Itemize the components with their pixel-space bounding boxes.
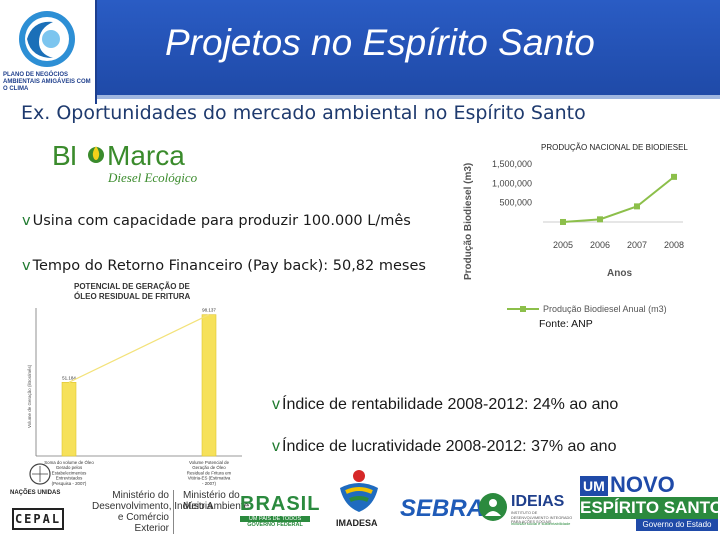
mdic-line: e Comércio Exterior (117, 512, 169, 534)
mma-logo: Ministério do Meio Ambiente (183, 490, 249, 512)
page-title: Projetos no Espírito Santo (165, 22, 595, 63)
logo-caption: PLANO DE NEGÓCIOS AMBIENTAIS AMIGÁVEIS C… (3, 72, 91, 92)
bullet-capacity: v Usina com capacidade para produzir 100.… (22, 213, 411, 229)
es-um: UM (580, 476, 608, 496)
brasil-word: BRASIL (240, 493, 321, 515)
legend-marker (520, 306, 526, 312)
es-name: ESPÍRITO SANTO (580, 497, 720, 519)
x-axis-label: Anos (607, 268, 632, 279)
mdic-line: Desenvolvimento, Indústria (92, 501, 213, 512)
biomarca-logo: BI Marca Diesel Ecológico (52, 140, 212, 190)
brasil-sub2: GOVERNO FEDERAL (247, 522, 303, 528)
ideias-word: IDEIAS (511, 493, 565, 510)
bar (61, 381, 77, 457)
series-line (562, 176, 675, 223)
ideias-tag: inclusão social e sustentabilidade (511, 521, 571, 526)
bullet-text: Índice de lucratividade 2008-2012: 37% a… (282, 438, 617, 455)
ideias-sub: INSTITUTO DE DESENVOLVIMENTO INTEGRADO P… (511, 511, 573, 524)
bullet-marker-icon: v (22, 213, 31, 229)
es-gov: Governo do Estado (636, 519, 718, 531)
bullet-text: Índice de rentabilidade 2008-2012: 24% a… (282, 396, 619, 413)
data-point (671, 173, 677, 180)
y-axis-label: Produção Biodiesel (m3) (463, 163, 474, 280)
category-label: Soma do volume de Óleo Gerado pelos Estabe… (44, 460, 94, 486)
biomarca-marca: Marca (107, 140, 185, 171)
biomarca-tagline: Diesel Ecológico (108, 170, 198, 185)
bullet-marker-icon: v (272, 396, 280, 413)
x-tick-label: 2006 (590, 240, 610, 250)
bar-chart: POTENCIAL DE GERAÇÃO DE ÓLEO RESIDUAL DE… (27, 282, 242, 486)
mma-line: Ministério do (183, 490, 240, 501)
globe-swirl-icon (19, 11, 75, 67)
line-chart-title: PRODUÇÃO NACIONAL DE BIODIESEL (541, 143, 688, 152)
x-tick-label: 2008 (664, 240, 684, 250)
subtitle: Ex. Oportunidades do mercado ambiental n… (21, 102, 586, 124)
chart-source: Fonte: ANP (539, 318, 593, 330)
mma-line: Meio Ambiente (183, 501, 250, 512)
brasil-logo: BRASIL UM PAÍS DE TODOS GOVERNO FEDERAL (240, 493, 320, 533)
bar-value-label: 98.137 (202, 308, 216, 313)
y-tick-label: 1,000,000 (492, 178, 532, 188)
es-novo: NOVO (610, 472, 675, 497)
bar-value-label: 51.184 (62, 375, 76, 380)
biomarca-bio: BI (52, 140, 77, 171)
ideias-icon (479, 493, 507, 521)
line-chart: 500,000 1,000,000 1,500,000 2005 2006 2007 20… (463, 159, 684, 314)
bullet-text: Usina com capacidade para produzir 100.0… (32, 213, 411, 229)
header-underline (97, 95, 720, 99)
bullet-lucratividade: v Índice de lucratividade 2008-2012: 37% … (272, 438, 616, 456)
header-band: Projetos no Espírito Santo (0, 0, 720, 95)
bar-chart-title-line1: POTENCIAL DE GERAÇÃO DE (74, 282, 191, 291)
bar-y-axis-label: Volume de Geração (litros/mês) (27, 364, 32, 428)
imadesa-icon (340, 470, 378, 512)
bullet-text: Tempo do Retorno Financeiro (Pay back): … (32, 258, 426, 274)
plano-negocios-logo: PLANO DE NEGÓCIOS AMBIENTAIS AMIGÁVEIS C… (0, 0, 97, 104)
es-governo-logo: UM NOVO ESPÍRITO SANTO Governo do Estado (580, 472, 720, 534)
data-point (597, 216, 603, 223)
oil-drop-icon (88, 146, 104, 163)
cepal-logo: CEPAL (12, 508, 64, 530)
y-tick-label: 1,500,000 (492, 159, 532, 169)
imadesa-label: IMADESA (336, 518, 378, 528)
legend-label: Produção Biodiesel Anual (m3) (543, 304, 667, 314)
bar (201, 314, 217, 457)
bullet-payback: v Tempo do Retorno Financeiro (Pay back):… (22, 258, 426, 274)
x-tick-label: 2007 (627, 240, 647, 250)
mdic-line: Ministério do (112, 490, 169, 501)
mdic-logo: Ministério do Desenvolvimento, Indústria… (92, 490, 213, 534)
nacoes-unidas-label: NAÇÕES UNIDAS (10, 490, 61, 496)
bar-chart-title-line2: ÓLEO RESIDUAL DE FRITURA (74, 292, 191, 301)
brasil-sub1: UM PAÍS DE TODOS (240, 516, 310, 522)
bullet-rentabilidade: v Índice de rentabilidade 2008-2012: 24% … (272, 396, 618, 414)
y-tick-label: 500,000 (499, 198, 532, 208)
x-tick-label: 2005 (553, 240, 573, 250)
bullet-marker-icon: v (272, 438, 280, 455)
trend-line (68, 314, 210, 383)
category-label: Volume Potencial de Geração de Óleo Residu… (187, 460, 232, 486)
data-point (560, 218, 566, 225)
un-emblem-icon (29, 463, 51, 485)
data-point (634, 203, 640, 210)
bullet-marker-icon: v (22, 258, 31, 274)
